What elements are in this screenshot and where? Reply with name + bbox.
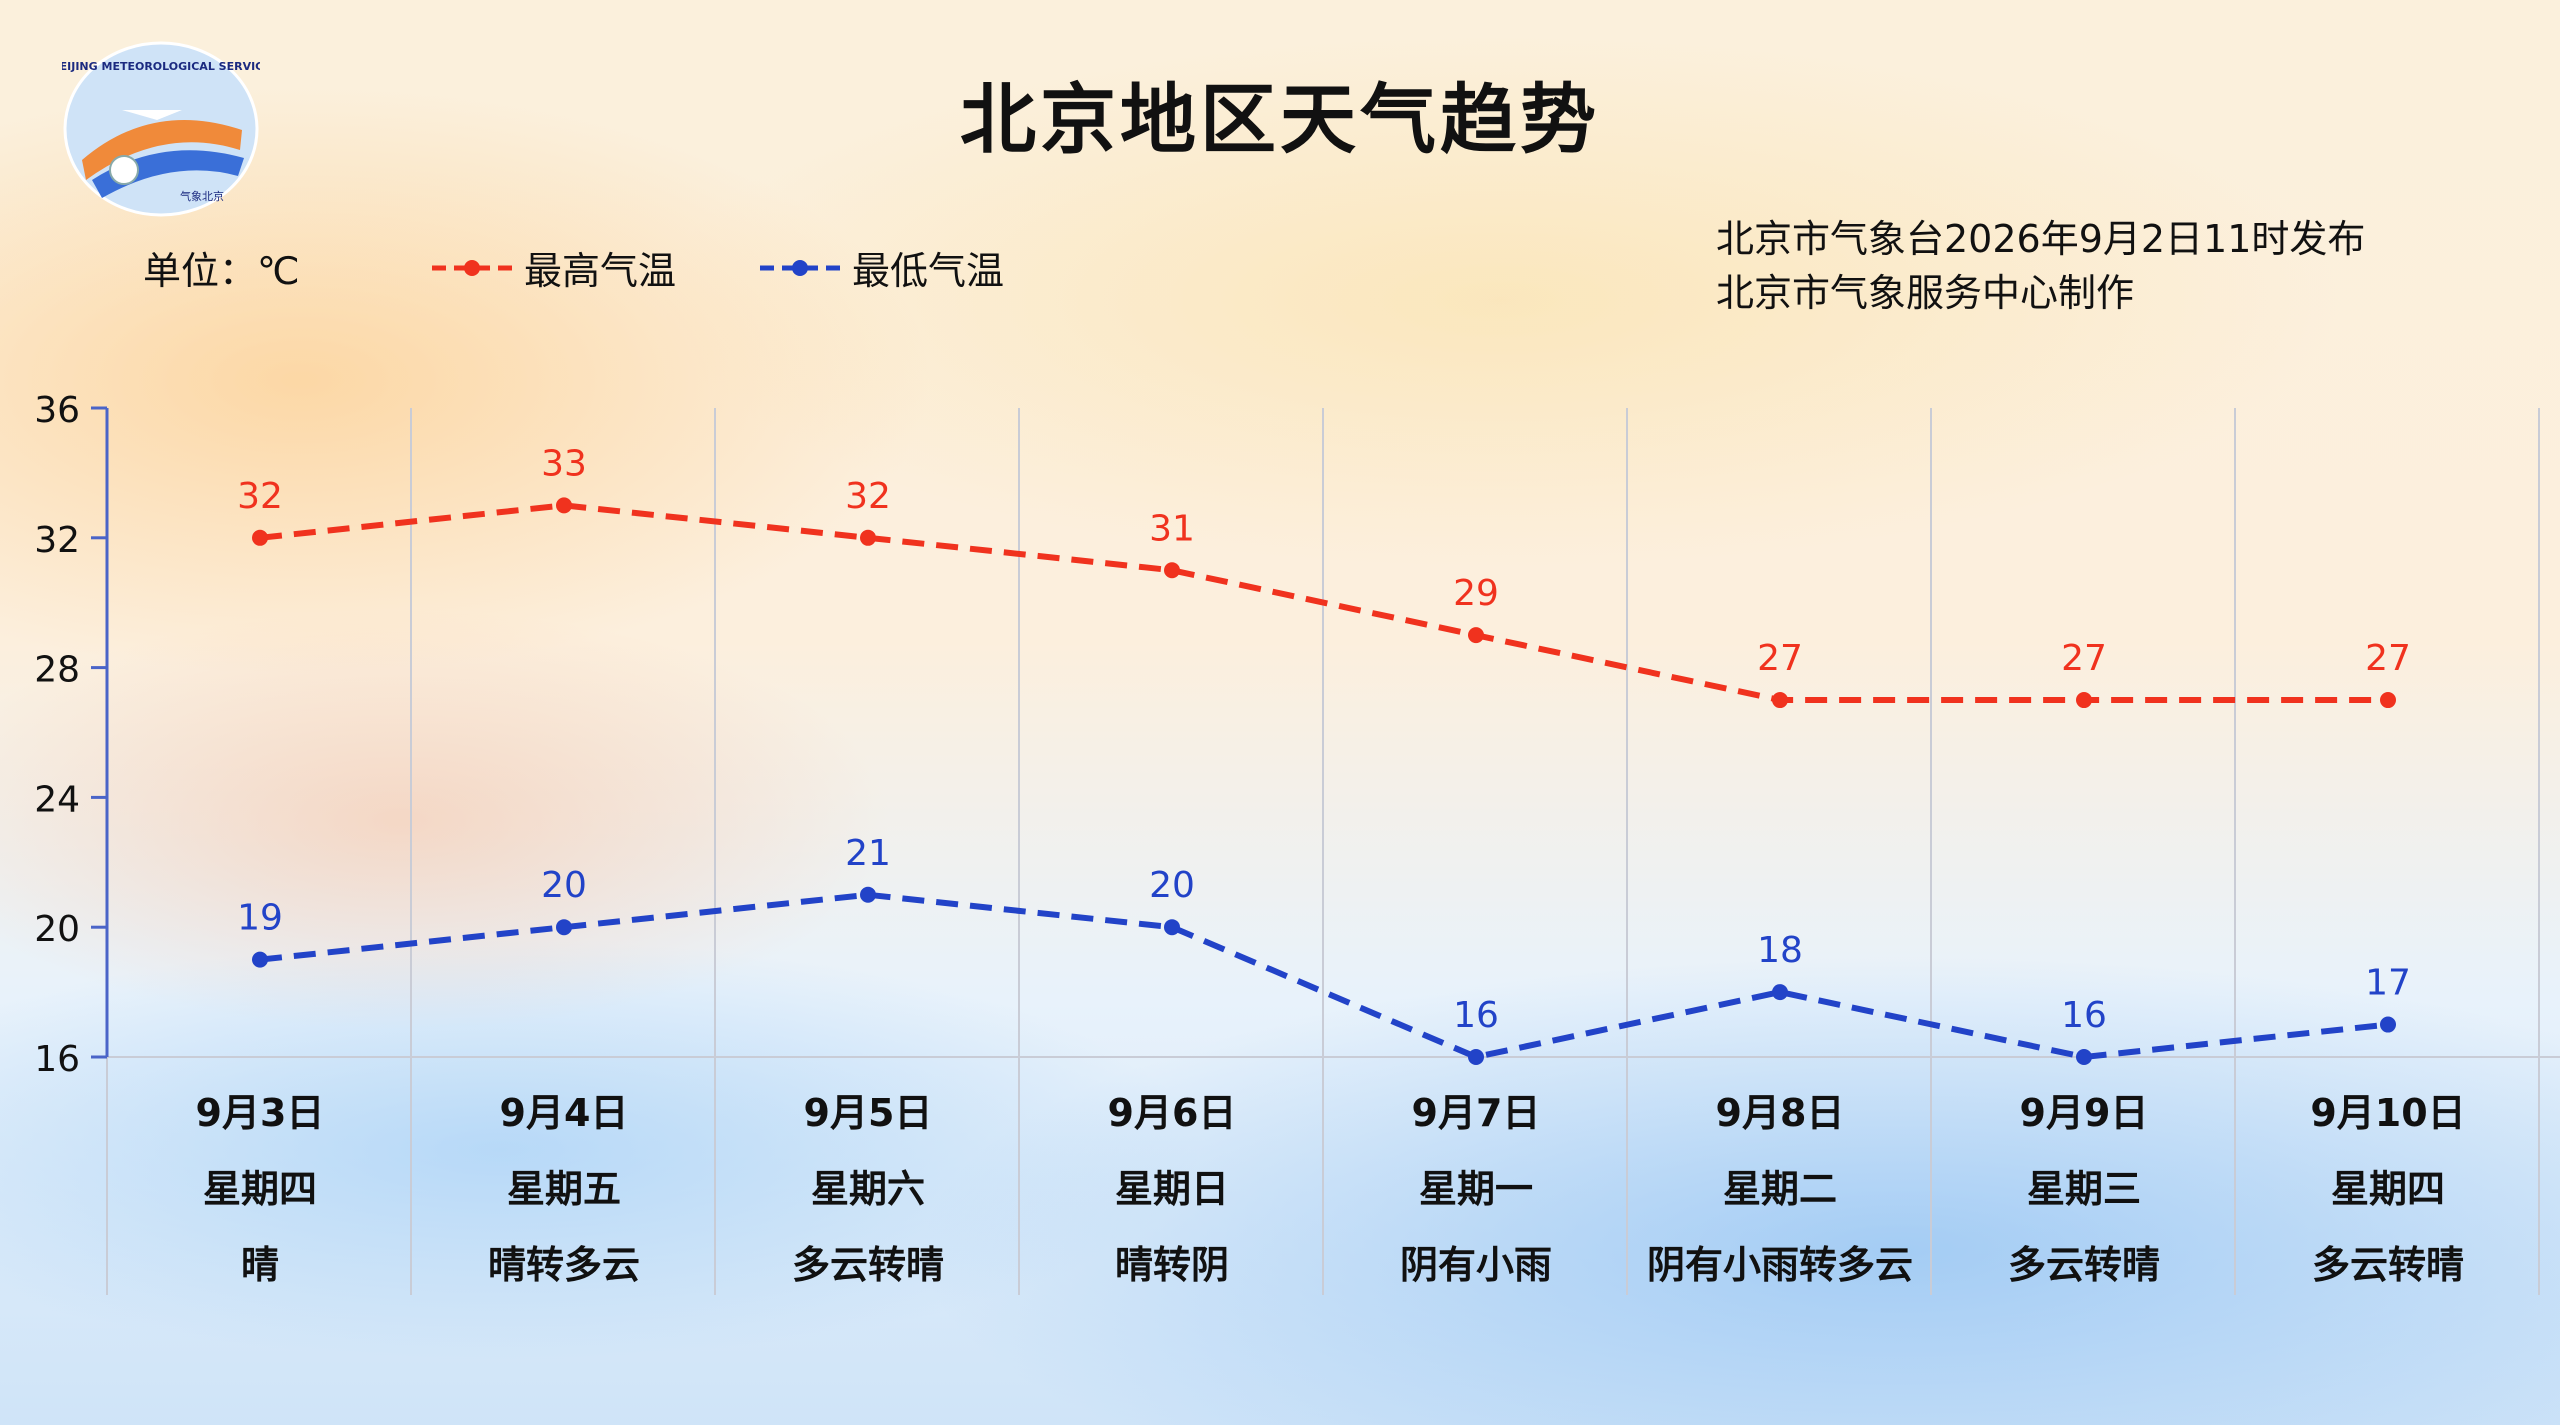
x-weekday-label: 星期二 — [1722, 1167, 1837, 1211]
x-date-label: 9月10日 — [2310, 1091, 2466, 1135]
y-tick-label: 20 — [34, 909, 80, 950]
legend-swatch-high — [432, 259, 512, 276]
x-weekday-label: 星期三 — [2026, 1167, 2141, 1211]
x-date-label: 9月4日 — [499, 1091, 629, 1135]
data-label: 27 — [2061, 638, 2107, 679]
data-label: 21 — [845, 833, 891, 874]
data-point — [860, 886, 876, 903]
data-point — [1772, 692, 1788, 709]
data-label: 16 — [2061, 995, 2107, 1036]
data-point — [2380, 1016, 2396, 1033]
x-weather-label: 晴 — [240, 1243, 279, 1287]
x-date-label: 9月7日 — [1411, 1091, 1541, 1135]
data-point — [556, 497, 572, 514]
legend-label-low: 最低气温 — [852, 249, 1005, 293]
x-date-label: 9月6日 — [1107, 1091, 1237, 1135]
data-point — [1772, 984, 1788, 1001]
producer-line: 北京市气象服务中心制作 — [1716, 271, 2135, 315]
data-label: 18 — [1757, 930, 1803, 971]
legend-item-high: 最高气温 — [430, 240, 676, 295]
x-weather-label: 多云转晴 — [2311, 1243, 2464, 1287]
x-weekday-label: 星期一 — [1418, 1167, 1533, 1211]
data-point — [252, 951, 268, 968]
page-title: 北京地区天气趋势 — [960, 75, 1600, 164]
x-weather-label: 多云转晴 — [791, 1243, 944, 1287]
x-date-label: 9月3日 — [195, 1091, 325, 1135]
logo-text: BEIJING METEOROLOGICAL SERVICE — [62, 60, 260, 73]
data-label: 19 — [237, 898, 283, 939]
data-point — [252, 529, 268, 546]
unit-label: 单位：℃ — [143, 249, 300, 293]
y-tick-label: 24 — [34, 779, 80, 820]
y-tick-label: 32 — [34, 520, 80, 561]
series-line-low — [259, 891, 2389, 1061]
data-label: 27 — [1757, 638, 1803, 679]
data-label: 33 — [541, 443, 587, 484]
x-date-label: 9月5日 — [803, 1091, 933, 1135]
logo-subtext: 气象北京 — [180, 189, 224, 203]
x-weekday-label: 星期六 — [810, 1167, 925, 1211]
y-tick-label: 36 — [34, 390, 80, 431]
legend-label-high: 最高气温 — [524, 249, 677, 293]
data-point — [2076, 1049, 2092, 1065]
data-label: 20 — [1149, 865, 1195, 906]
x-weather-label: 阴有小雨 — [1399, 1243, 1552, 1287]
data-label: 32 — [845, 476, 891, 517]
data-point — [1164, 562, 1180, 579]
data-label: 32 — [237, 476, 283, 517]
legend-item-low: 最低气温 — [758, 240, 1004, 295]
data-point — [556, 919, 572, 936]
x-weekday-label: 星期五 — [506, 1167, 621, 1211]
publish-info: 北京市气象台2026年9月2日11时发布 北京市气象服务中心制作 — [1716, 212, 2365, 320]
y-tick-label: 28 — [34, 650, 80, 691]
x-date-label: 9月9日 — [2019, 1091, 2149, 1135]
legend-swatch-low — [760, 259, 840, 276]
data-point — [1468, 1049, 1484, 1065]
x-weather-label: 多云转晴 — [2007, 1243, 2160, 1287]
x-date-label: 9月8日 — [1715, 1091, 1845, 1135]
data-point — [2380, 692, 2396, 709]
x-weekday-label: 星期日 — [1114, 1167, 1229, 1211]
x-weekday-label: 星期四 — [202, 1167, 317, 1211]
x-weather-label: 晴转阴 — [1114, 1243, 1229, 1287]
data-point — [1468, 627, 1484, 644]
x-weekday-label: 星期四 — [2330, 1167, 2445, 1211]
data-point — [860, 529, 876, 546]
x-weather-label: 晴转多云 — [487, 1243, 640, 1287]
x-weather-label: 阴有小雨转多云 — [1646, 1243, 1913, 1287]
data-label: 16 — [1453, 995, 1499, 1036]
series-line-high — [259, 502, 2388, 704]
data-label: 31 — [1149, 508, 1195, 549]
beijing-meteorological-service-logo: BEIJING METEOROLOGICAL SERVICE 气象北京 — [62, 41, 260, 217]
data-label: 20 — [541, 865, 587, 906]
data-label: 27 — [2365, 638, 2411, 679]
y-tick-label: 16 — [34, 1039, 80, 1080]
data-label: 29 — [1453, 573, 1499, 614]
data-point — [2076, 692, 2092, 709]
data-label: 17 — [2365, 963, 2411, 1004]
publish-line: 北京市气象台2026年9月2日11时发布 — [1716, 217, 2366, 261]
data-point — [1164, 919, 1180, 936]
